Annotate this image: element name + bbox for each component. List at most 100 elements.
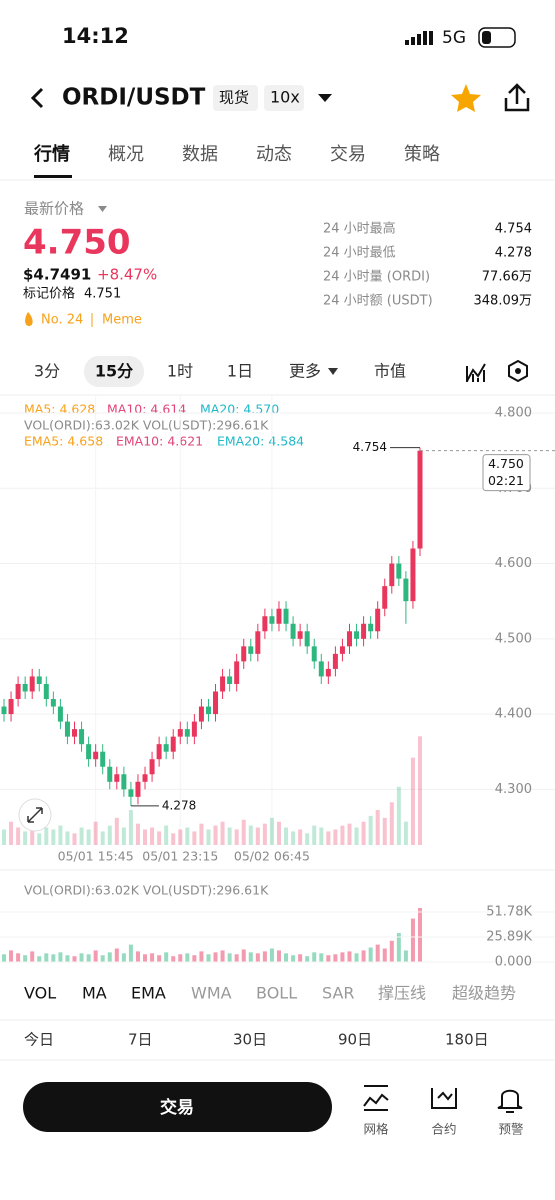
volume-bar bbox=[93, 821, 98, 845]
candle-body bbox=[417, 450, 423, 549]
volume-bar bbox=[375, 944, 380, 962]
tab[interactable]: 行情 bbox=[33, 143, 70, 165]
volume-bar bbox=[2, 829, 6, 845]
timeframe[interactable]: 市值 bbox=[374, 362, 406, 381]
candle-body bbox=[142, 774, 148, 782]
timeframe[interactable]: 15分 bbox=[95, 362, 133, 381]
y-tick-label: 0.000 bbox=[495, 955, 532, 970]
trade-button[interactable] bbox=[23, 1082, 332, 1132]
ema-readout: EMA5: 4.658 bbox=[24, 434, 103, 449]
volume-bar bbox=[255, 953, 260, 962]
volume-bar bbox=[298, 829, 303, 845]
timeframe[interactable]: 1日 bbox=[227, 362, 253, 381]
indicator-tab[interactable]: SAR bbox=[322, 984, 355, 1003]
volume-bar bbox=[72, 833, 77, 845]
indicator-tab[interactable]: VOL bbox=[24, 984, 56, 1003]
candle-body bbox=[198, 706, 204, 722]
volume-bar bbox=[107, 825, 112, 845]
candle-body bbox=[8, 699, 14, 715]
indicator-tab[interactable]: BOLL bbox=[256, 984, 297, 1003]
volume-bar bbox=[291, 831, 296, 845]
volume-bar bbox=[86, 954, 91, 962]
candle-body bbox=[29, 676, 35, 692]
alert-icon[interactable] bbox=[497, 1089, 523, 1113]
candle-body bbox=[389, 563, 395, 587]
dropdown[interactable] bbox=[318, 94, 332, 102]
tool-label[interactable]: 合约 bbox=[431, 1122, 456, 1137]
countdown: 02:21 bbox=[488, 473, 524, 488]
volume-bar bbox=[100, 831, 105, 845]
candle-body bbox=[375, 608, 381, 632]
candle-body bbox=[339, 646, 345, 654]
candle-body bbox=[410, 548, 416, 602]
volume-bar bbox=[121, 827, 126, 845]
indicator-tab[interactable]: 超级趋势 bbox=[452, 984, 516, 1003]
tag: Meme bbox=[102, 313, 142, 328]
candle-body bbox=[86, 744, 92, 760]
candle-body bbox=[163, 744, 169, 752]
candle-body bbox=[100, 751, 106, 767]
tool-label[interactable]: 预警 bbox=[498, 1122, 523, 1137]
back-button[interactable] bbox=[30, 87, 44, 109]
candle-body bbox=[93, 751, 99, 760]
candle-body bbox=[36, 676, 42, 684]
volume-bar bbox=[185, 953, 190, 962]
candle-body bbox=[283, 608, 289, 624]
volume-bar bbox=[269, 817, 274, 845]
volume-bar bbox=[410, 918, 415, 962]
contract-icon[interactable] bbox=[431, 1088, 457, 1109]
volume-bar bbox=[227, 953, 232, 962]
timeframe[interactable]: 3分 bbox=[34, 362, 60, 381]
timeframe[interactable]: 更多 bbox=[289, 362, 321, 381]
tab[interactable]: 数据 bbox=[182, 144, 218, 165]
settings-icon[interactable] bbox=[508, 359, 528, 383]
trade-button-label[interactable]: 交易 bbox=[160, 1097, 194, 1118]
volume-bar bbox=[389, 802, 394, 845]
indicator-tab[interactable]: EMA bbox=[131, 984, 166, 1003]
stat-value: 77.66万 bbox=[482, 270, 532, 285]
volume-bar bbox=[121, 953, 126, 962]
indicator-tab[interactable]: WMA bbox=[191, 984, 232, 1003]
candle-body bbox=[15, 683, 21, 700]
share[interactable] bbox=[504, 83, 530, 112]
y-tick-label: 4.800 bbox=[495, 406, 532, 421]
tab[interactable]: 概况 bbox=[108, 144, 144, 165]
volume-bar bbox=[312, 952, 317, 962]
volume-bar bbox=[234, 954, 239, 962]
candle-body bbox=[269, 616, 275, 624]
volume-bar bbox=[262, 823, 267, 845]
battery bbox=[478, 27, 516, 48]
candle-body bbox=[191, 721, 197, 737]
volume-bar bbox=[354, 827, 359, 845]
dropdown bbox=[98, 206, 107, 212]
vol-readout: VOL(ORDI):63.02K VOL(USDT):296.61K bbox=[24, 883, 269, 898]
candle-body bbox=[234, 661, 240, 684]
tool-label[interactable]: 网格 bbox=[363, 1122, 389, 1137]
volume-bar bbox=[44, 953, 49, 962]
candle-body bbox=[57, 706, 63, 722]
tab[interactable]: 策略 bbox=[404, 144, 440, 165]
volume-bar bbox=[65, 955, 70, 962]
volume-bar bbox=[269, 948, 274, 962]
volume-bar bbox=[2, 954, 6, 962]
grid-icon[interactable] bbox=[363, 1085, 389, 1111]
indicator-tab[interactable]: MA bbox=[82, 984, 107, 1003]
y-tick-label: 4.300 bbox=[495, 782, 532, 797]
timeframe[interactable]: 1时 bbox=[167, 362, 193, 381]
candle-body bbox=[297, 631, 303, 639]
tab[interactable]: 交易 bbox=[330, 144, 366, 165]
volume-bar bbox=[9, 950, 14, 962]
indicator-icon[interactable] bbox=[466, 363, 486, 382]
candle-body bbox=[290, 623, 296, 639]
volume-bar bbox=[347, 823, 352, 845]
volume-bar bbox=[93, 950, 98, 962]
volume-bar bbox=[213, 952, 218, 962]
volume-bar bbox=[312, 825, 317, 845]
tab[interactable]: 动态 bbox=[256, 144, 292, 165]
candle-body bbox=[255, 631, 261, 654]
price-label: 最新价格 bbox=[24, 200, 84, 218]
candle-body bbox=[361, 623, 367, 639]
favorite[interactable] bbox=[451, 84, 481, 112]
indicator-tab[interactable]: 撑压线 bbox=[378, 984, 426, 1003]
volume-bar bbox=[58, 952, 63, 962]
